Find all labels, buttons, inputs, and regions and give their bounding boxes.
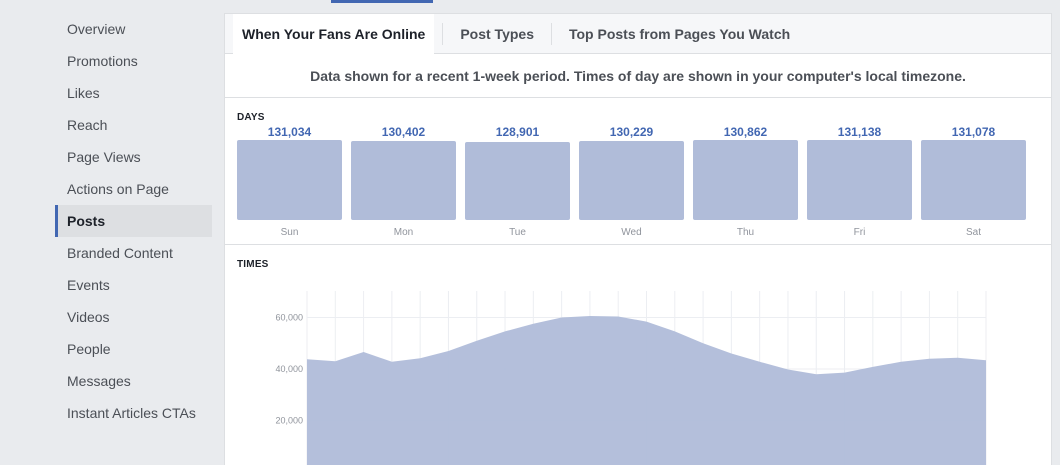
tab-bar: When Your Fans Are Online Post Types Top P…: [225, 13, 1051, 54]
days-label: DAYS: [237, 112, 265, 123]
times-label: TIMES: [237, 259, 269, 270]
sidebar-item-videos[interactable]: Videos: [67, 309, 110, 325]
day-column: 131,078 Sat: [921, 124, 1026, 238]
tab-post-types[interactable]: Post Types: [460, 25, 534, 42]
y-tick-label: 60,000: [275, 313, 303, 323]
top-accent-bar: [331, 0, 433, 3]
sidebar-item-overview[interactable]: Overview: [67, 21, 126, 37]
y-tick-label: 20,000: [275, 416, 303, 426]
day-name-label: Mon: [393, 227, 414, 238]
day-column: 128,901 Tue: [465, 124, 570, 238]
sidebar-item-branded-content[interactable]: Branded Content: [67, 245, 173, 261]
day-value-label: 131,138: [837, 125, 882, 139]
tab-separator: [442, 22, 444, 45]
day-column: 130,862 Thu: [693, 124, 798, 238]
day-bar[interactable]: [465, 142, 570, 220]
day-name-label: Sat: [965, 227, 981, 238]
day-value-label: 130,862: [723, 125, 768, 139]
days-section: DAYS 131,034 Sun 130,402 Mon 128,901 Tue 130,2…: [225, 98, 1051, 245]
day-column: 131,138 Fri: [807, 124, 912, 238]
day-name-label: Thu: [736, 227, 755, 238]
day-value-label: 131,078: [951, 125, 996, 139]
sidebar-item-instant-articles-ctas[interactable]: Instant Articles CTAs: [67, 405, 196, 421]
day-name-label: Wed: [621, 227, 642, 238]
tab-top-posts-from-pages-you-watch[interactable]: Top Posts from Pages You Watch: [568, 25, 791, 42]
sidebar-item-posts[interactable]: Posts: [55, 205, 212, 237]
day-bar[interactable]: [351, 140, 456, 220]
day-bar[interactable]: [693, 140, 798, 220]
day-value-label: 128,901: [495, 125, 540, 139]
day-value-label: 130,229: [609, 125, 654, 139]
day-value-label: 130,402: [381, 125, 426, 139]
day-column: 130,402 Mon: [351, 124, 456, 238]
sidebar-item-people[interactable]: People: [67, 341, 111, 357]
timezone-notice: Data shown for a recent 1-week period. T…: [225, 54, 1051, 98]
sidebar-item-actions-on-page[interactable]: Actions on Page: [67, 181, 169, 197]
day-name-label: Tue: [509, 227, 526, 238]
tab-separator: [550, 22, 552, 45]
day-name-label: Fri: [853, 227, 866, 238]
times-area-chart: 20,000 40,000 60,000: [275, 291, 987, 465]
day-bar[interactable]: [579, 140, 684, 220]
sidebar-item-likes[interactable]: Likes: [67, 85, 100, 101]
day-name-label: Sun: [280, 227, 299, 238]
day-column: 131,034 Sun: [237, 124, 342, 238]
sidebar-item-messages[interactable]: Messages: [67, 373, 131, 389]
y-tick-label: 40,000: [275, 364, 303, 374]
tab-when-your-fans-are-online[interactable]: When Your Fans Are Online: [233, 13, 435, 54]
day-column: 130,229 Wed: [579, 124, 684, 238]
sidebar-nav: Overview Promotions Likes Reach Page Views Ac…: [55, 13, 212, 429]
day-bar[interactable]: [921, 140, 1026, 220]
sidebar-item-reach[interactable]: Reach: [67, 117, 108, 133]
day-bar[interactable]: [237, 140, 342, 220]
day-value-label: 131,034: [267, 125, 312, 139]
times-section: TIMES 20,000 40,000 60,000: [225, 245, 1051, 465]
sidebar-item-promotions[interactable]: Promotions: [67, 53, 138, 69]
insights-panel: When Your Fans Are Online Post Types Top P…: [224, 13, 1052, 465]
sidebar-item-events[interactable]: Events: [67, 277, 110, 293]
day-bar[interactable]: [807, 140, 912, 220]
sidebar-item-page-views[interactable]: Page Views: [67, 149, 141, 165]
online-fans-area[interactable]: [307, 316, 986, 465]
